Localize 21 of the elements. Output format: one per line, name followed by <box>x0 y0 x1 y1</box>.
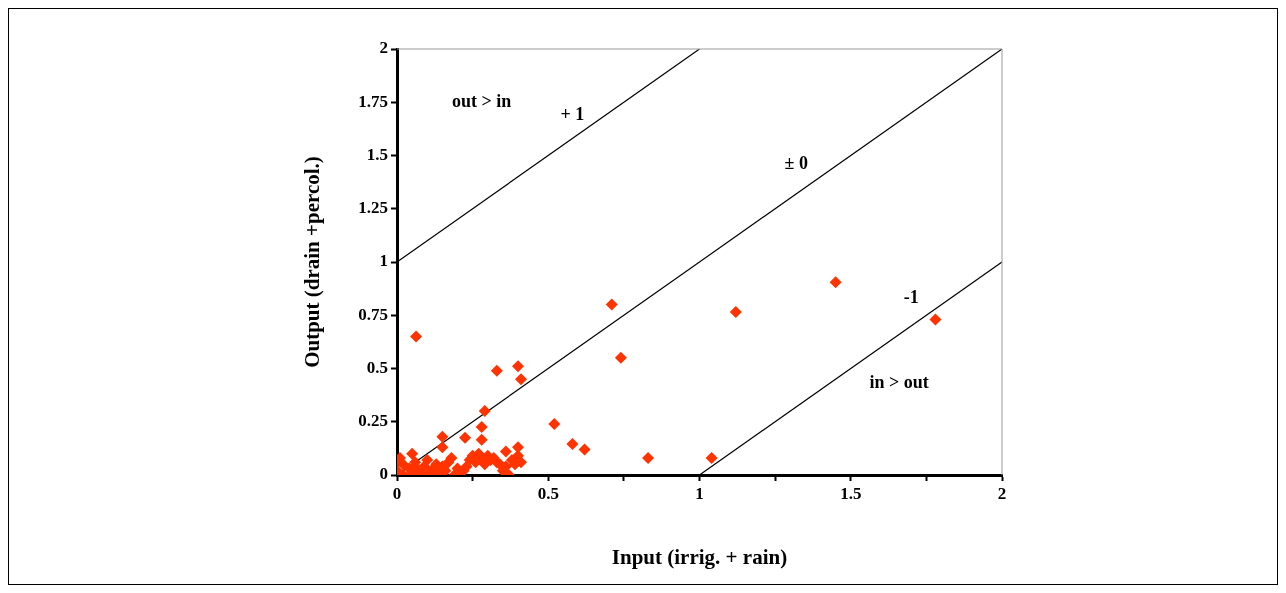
x-tick-label: 1 <box>695 483 704 503</box>
annotation: -1 <box>903 286 919 307</box>
annotation: ± 0 <box>784 152 808 173</box>
annotation: + 1 <box>560 103 585 124</box>
y-tick-label: 0.5 <box>366 357 388 377</box>
annotation: out > in <box>452 90 512 111</box>
y-tick-label: 1.25 <box>358 198 388 218</box>
x-axis-title: Input (irrig. + rain) <box>611 544 788 569</box>
y-axis-title: Output (drain +percol.) <box>300 156 325 368</box>
x-tick-label: 0 <box>392 483 402 503</box>
x-tick-label: 2 <box>997 483 1007 503</box>
y-tick-label: 1.5 <box>366 144 388 164</box>
y-tick-label: 1.75 <box>358 91 388 111</box>
y-tick-label: 0.75 <box>358 304 388 324</box>
annotation: in > out <box>869 372 929 393</box>
x-tick-label: 1.5 <box>840 483 862 503</box>
x-tick-label: 0.5 <box>537 483 559 503</box>
y-tick-label: 2 <box>379 38 388 58</box>
y-tick-label: 0.25 <box>358 411 388 431</box>
y-tick-label: 0 <box>379 464 388 484</box>
y-tick-label: 1 <box>379 251 388 271</box>
